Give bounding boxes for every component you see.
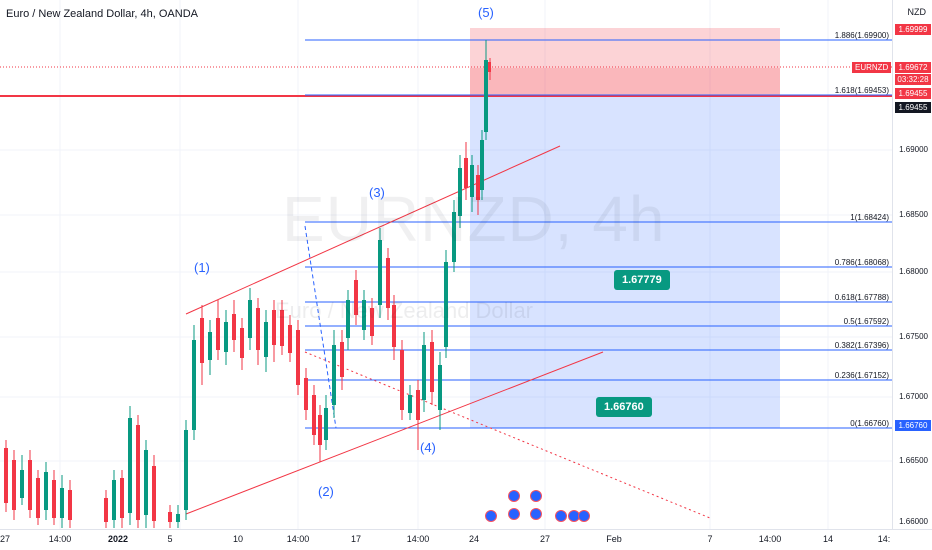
wave-dashed-line xyxy=(304,225,337,429)
price-axis[interactable]: NZD 1.69999 1.69672 03:32:28 1.69455 1.6… xyxy=(892,0,932,530)
fib-label: 1(1.68424) xyxy=(850,213,889,222)
wave-label-3: (3) xyxy=(369,185,385,200)
time-tick: 14:00 xyxy=(48,534,72,544)
price-tick: 1.66000 xyxy=(899,517,928,526)
fib-label: 0.382(1.67396) xyxy=(834,341,889,350)
time-tick: 14: xyxy=(877,534,891,544)
time-tick: 7 xyxy=(707,534,713,544)
wave-label-2: (2) xyxy=(318,484,334,499)
time-tick: 14:00 xyxy=(406,534,430,544)
countdown-label: 03:32:28 xyxy=(895,74,931,85)
stop-price-label: 1.69999 xyxy=(895,24,931,35)
time-tick: 5 xyxy=(167,534,173,544)
time-tick: 10 xyxy=(232,534,244,544)
chart-title: Euro / New Zealand Dollar, 4h, OANDA xyxy=(6,8,198,20)
price-tick: 1.67000 xyxy=(899,392,928,401)
price-callout-lower[interactable]: 1.66760 xyxy=(596,397,652,417)
fib-label: 0.236(1.67152) xyxy=(834,371,889,380)
economic-event-icon[interactable] xyxy=(578,510,590,522)
economic-event-icon[interactable] xyxy=(555,510,567,522)
time-tick: 14:00 xyxy=(286,534,310,544)
time-tick: 17 xyxy=(350,534,362,544)
price-tick: 1.66500 xyxy=(899,456,928,465)
stop-zone-strong xyxy=(470,68,780,96)
target-price-label: 1.66760 xyxy=(895,420,931,431)
time-tick: 27 xyxy=(539,534,551,544)
watermark-symbol: EURNZD, 4h xyxy=(282,183,666,255)
time-tick: 14:00 xyxy=(758,534,782,544)
entry-price-label: 1.69455 xyxy=(895,102,931,113)
time-tick: Feb xyxy=(606,534,622,544)
time-tick: 24 xyxy=(468,534,480,544)
wave-label-5: (5) xyxy=(478,5,494,20)
grid xyxy=(0,0,893,530)
fib-label: 0(1.66760) xyxy=(850,419,889,428)
fib-label: 1.886(1.69900) xyxy=(834,31,889,40)
time-axis[interactable]: 27 14:00 2022 5 10 14:00 17 14:00 24 27 … xyxy=(0,529,932,550)
wave-label-4: (4) xyxy=(420,440,436,455)
symbol-badge: EURNZD xyxy=(852,62,892,73)
time-tick: 2022 xyxy=(107,534,129,544)
stop-zone xyxy=(470,28,780,96)
time-tick: 27 xyxy=(0,534,11,544)
price-callout-upper[interactable]: 1.67779 xyxy=(614,270,670,290)
fib-label: 0.618(1.67788) xyxy=(834,293,889,302)
wave-label-1: (1) xyxy=(194,260,210,275)
time-tick: 14 xyxy=(822,534,834,544)
price-tick: 1.69000 xyxy=(899,145,928,154)
currency-label: NZD xyxy=(907,7,927,17)
price-tick: 1.68000 xyxy=(899,267,928,276)
price-tick: 1.67500 xyxy=(899,332,928,341)
economic-event-icon[interactable] xyxy=(485,510,497,522)
lower-channel-line xyxy=(185,351,604,515)
fib-label: 0.5(1.67592) xyxy=(843,317,889,326)
price-tick: 1.68500 xyxy=(899,210,928,219)
economic-event-icon[interactable] xyxy=(508,490,520,502)
economic-event-icon[interactable] xyxy=(530,508,542,520)
watermark-name: Euro / New Zealand Dollar xyxy=(275,298,534,323)
candles xyxy=(4,40,491,528)
fib-price-label: 1.69455 xyxy=(895,88,931,99)
target-zone xyxy=(470,96,780,428)
economic-event-icon[interactable] xyxy=(530,490,542,502)
economic-event-icon[interactable] xyxy=(508,508,520,520)
upper-channel-line xyxy=(185,145,561,315)
fib-label: 0.786(1.68068) xyxy=(834,258,889,267)
fib-label: 1.618(1.69453) xyxy=(834,86,889,95)
last-price-label: 1.69672 xyxy=(895,62,931,73)
